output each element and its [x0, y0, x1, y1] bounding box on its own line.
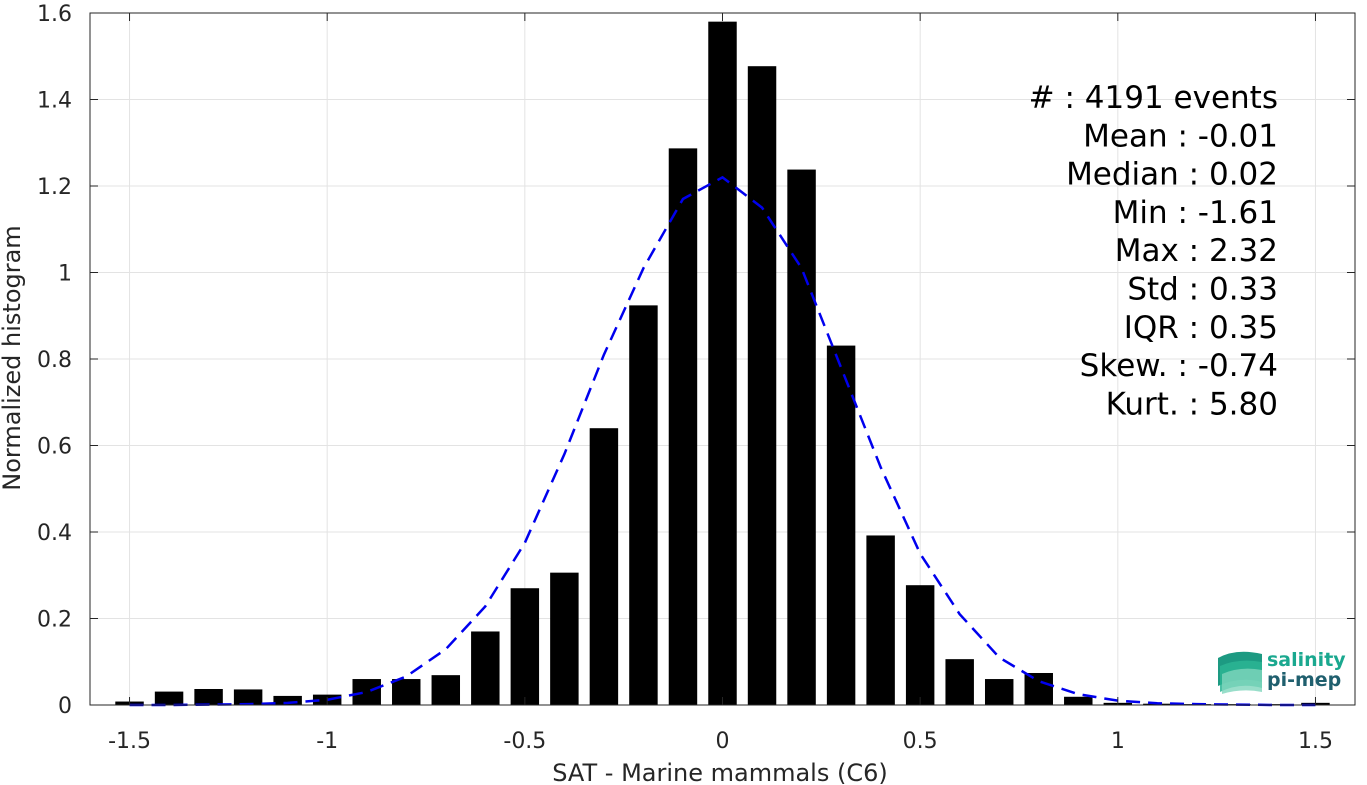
y-tick-labels: 0 0.2 0.4 0.6 0.8 1 1.2 1.4 1.6 [37, 2, 72, 719]
stat-line: Skew. : -0.74 [1080, 348, 1278, 384]
y-axis-label: Normalized histogram [0, 225, 26, 490]
histogram-bar [471, 631, 500, 705]
stat-line: Mean : -0.01 [1083, 118, 1278, 154]
stat-line: Median : 0.02 [1066, 157, 1278, 193]
x-tick-label: -1 [316, 729, 338, 754]
y-tick-label: 1 [58, 262, 72, 287]
histogram-bar [984, 679, 1014, 705]
salinity-pi-mep-logo: salinity pi-mep [1218, 649, 1346, 694]
x-tick-label: -1.5 [108, 729, 151, 754]
x-tick-labels: -1.5 -1 -0.5 0 0.5 1 1.5 [108, 729, 1333, 754]
histogram-bar [273, 695, 302, 705]
stat-line: Kurt. : 5.80 [1106, 386, 1278, 422]
x-tick-label: 0.5 [903, 729, 938, 754]
stat-line: Max : 2.32 [1115, 233, 1278, 269]
stat-line: Std : 0.33 [1127, 272, 1278, 308]
stat-line: # : 4191 events [1029, 80, 1278, 116]
histogram-bar [233, 689, 263, 705]
histogram-bar [392, 679, 421, 705]
histogram-bar [905, 585, 935, 705]
histogram-bar [945, 659, 974, 705]
histogram-bar [826, 345, 856, 705]
x-tick-label: 0 [716, 729, 730, 754]
histogram-bar [747, 66, 777, 705]
histogram-bar [154, 691, 184, 705]
histogram-bar [431, 675, 461, 705]
histogram-bar [1024, 672, 1053, 705]
histogram-bar [629, 305, 658, 705]
histogram-bar [352, 679, 381, 705]
y-tick-label: 0 [58, 694, 72, 719]
x-tick-label: -0.5 [503, 729, 546, 754]
wave-logo-icon [1218, 651, 1262, 694]
histogram-bar [866, 535, 895, 705]
histogram-bar [550, 572, 579, 705]
histogram-bar [1064, 696, 1093, 705]
histogram-bars [115, 21, 1330, 705]
histogram-bar [194, 688, 223, 705]
x-tick-label: 1 [1111, 729, 1125, 754]
y-tick-label: 0.8 [37, 348, 72, 373]
y-tick-label: 0.4 [37, 521, 72, 546]
histogram-bar [510, 588, 540, 705]
logo-text-pi-mep: pi-mep [1267, 669, 1341, 691]
histogram-bar [708, 21, 737, 705]
y-tick-label: 1.2 [37, 175, 72, 200]
logo-text-salinity: salinity [1267, 649, 1346, 671]
y-tick-label: 1.4 [37, 89, 72, 114]
y-tick-label: 0.2 [37, 608, 72, 633]
stat-line: IQR : 0.35 [1124, 310, 1278, 346]
histogram-bar [589, 428, 619, 705]
histogram-bar [668, 148, 698, 705]
stat-line: Min : -1.61 [1113, 195, 1278, 231]
x-tick-label: 1.5 [1298, 729, 1333, 754]
y-tick-label: 0.6 [37, 435, 72, 460]
x-axis-label: SAT - Marine mammals (C6) [552, 759, 887, 785]
y-tick-label: 1.6 [37, 2, 72, 27]
axis-ticks [90, 12, 1355, 706]
histogram-bar [787, 169, 816, 705]
